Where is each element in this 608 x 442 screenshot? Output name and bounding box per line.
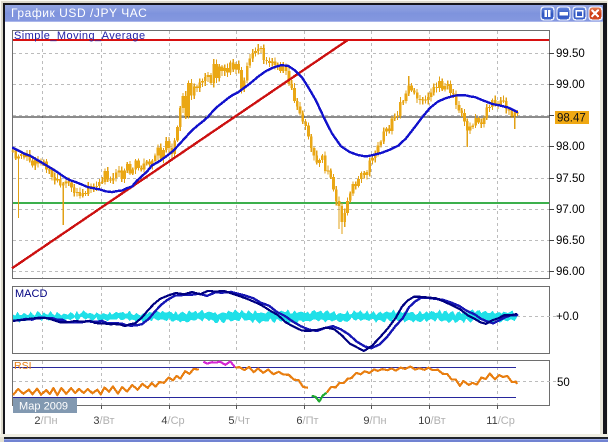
svg-text:9/Пн: 9/Пн (363, 415, 386, 427)
svg-text:RSI: RSI (14, 360, 32, 372)
svg-text:4/Ср: 4/Ср (161, 415, 184, 427)
svg-text:Simple_Moving_Average: Simple_Moving_Average (14, 30, 146, 42)
svg-text:5/Чт: 5/Чт (228, 415, 250, 427)
svg-text:97.50: 97.50 (556, 173, 585, 185)
svg-text:99.00: 99.00 (556, 79, 585, 91)
svg-text:98.47: 98.47 (557, 113, 586, 125)
svg-text:График USD /JPY ЧАС: График USD /JPY ЧАС (11, 6, 147, 20)
svg-text:6/Пт: 6/Пт (296, 415, 318, 427)
svg-text:97.00: 97.00 (556, 204, 585, 216)
svg-text:11/Ср: 11/Ср (486, 415, 515, 427)
svg-text:Мар 2009: Мар 2009 (19, 401, 68, 413)
svg-text:96.50: 96.50 (556, 235, 585, 247)
svg-text:3/Вт: 3/Вт (93, 415, 114, 427)
svg-text:99.50: 99.50 (556, 48, 585, 60)
svg-text:10/Вт: 10/Вт (418, 415, 445, 427)
svg-text:50: 50 (557, 377, 570, 389)
svg-text:96.00: 96.00 (556, 266, 585, 278)
svg-text:MACD: MACD (15, 288, 47, 300)
svg-text:2/Пн: 2/Пн (34, 415, 57, 427)
svg-text:+0.0: +0.0 (556, 311, 579, 323)
svg-text:98.00: 98.00 (556, 141, 585, 153)
